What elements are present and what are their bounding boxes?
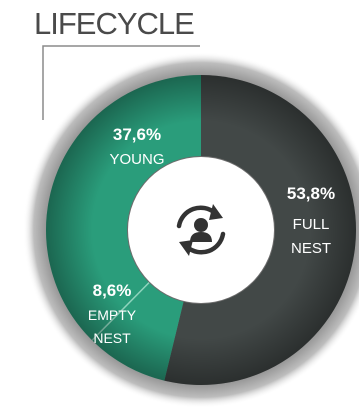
full-nest-name-line-2: NEST <box>291 240 331 257</box>
empty-nest-name-line-2: NEST <box>93 330 131 346</box>
full-nest-name-line-1: FULL <box>293 216 330 233</box>
young-pct-label: 37,6% <box>113 125 161 144</box>
person-refresh-icon <box>176 204 226 256</box>
chart-title: LIFECYCLE <box>34 6 195 41</box>
young-name-label: YOUNG <box>109 151 164 168</box>
empty-nest-name-line-1: EMPTY <box>88 307 137 323</box>
full-nest-pct-label: 53,8% <box>287 184 335 203</box>
empty-nest-pct-label: 8,6% <box>93 281 132 300</box>
title-leader-line <box>42 45 200 120</box>
